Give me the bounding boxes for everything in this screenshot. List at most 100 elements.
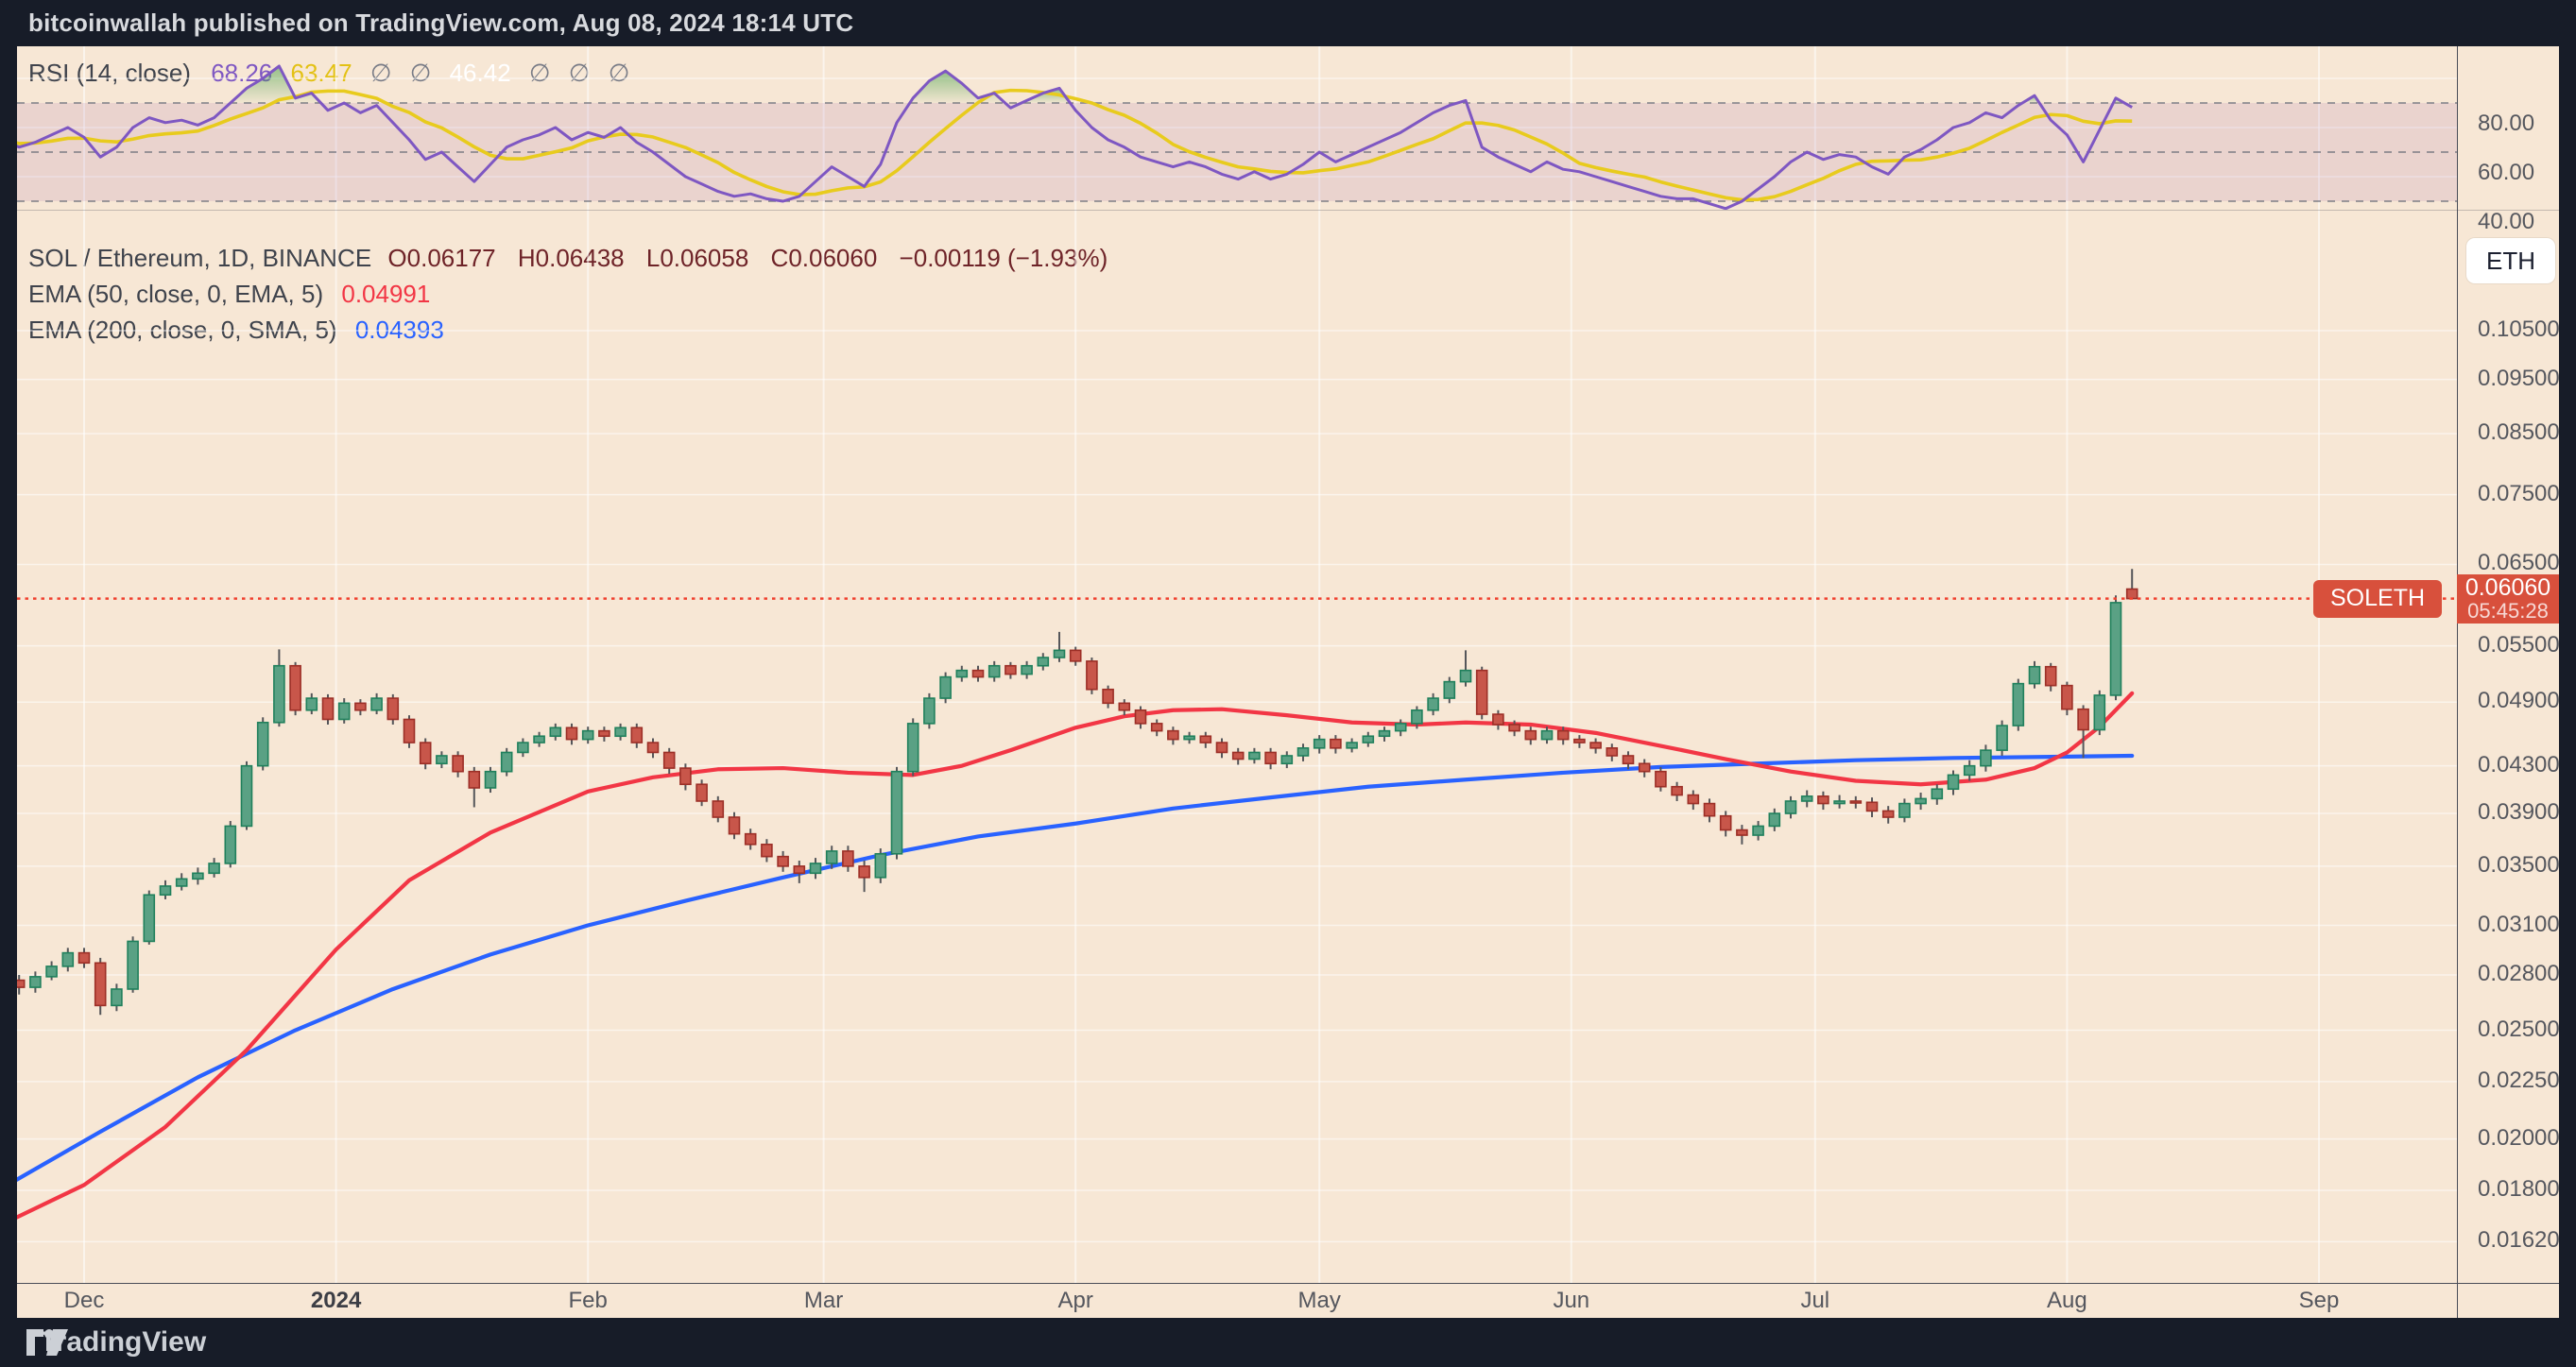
pane-separator[interactable]: [17, 210, 2559, 211]
time-tick-label: May: [1297, 1288, 1341, 1313]
symbol-title: SOL / Ethereum, 1D, BINANCE: [28, 244, 372, 272]
candle: [289, 661, 301, 716]
rsi-empty-value-icon: ∅: [528, 59, 551, 87]
candle: [436, 751, 448, 769]
main-price-pane[interactable]: [17, 210, 2457, 1283]
chart-background: [17, 46, 2559, 1318]
ema50-legend[interactable]: EMA (50, close, 0, EMA, 5) 0.04991: [28, 280, 430, 309]
time-axis[interactable]: Dec 2024 Feb Mar Apr May Jun Jul Aug Sep: [17, 1283, 2457, 1318]
candle: [337, 698, 351, 724]
price-tick-label: 0.04300: [2478, 751, 2560, 777]
price-tick-label: 0.03900: [2478, 799, 2560, 826]
candle: [17, 975, 26, 995]
rsi-legend-title: RSI (14, close): [28, 59, 191, 87]
candle: [1963, 760, 1976, 781]
ema50-label: EMA (50, close, 0, EMA, 5): [28, 280, 324, 308]
price-tick-label: 0.02000: [2478, 1124, 2560, 1151]
price-tick-label: 0.03100: [2478, 911, 2560, 937]
candle: [565, 723, 578, 745]
candle: [143, 890, 156, 945]
candle: [728, 812, 741, 840]
ema50-value: 0.04991: [341, 280, 431, 308]
time-tick-label: Feb: [568, 1288, 608, 1313]
candle: [614, 723, 627, 741]
candle: [744, 829, 757, 850]
rsi-pane[interactable]: [17, 46, 2457, 210]
candle: [1996, 720, 2008, 756]
rsi-empty-value-icon: ∅: [409, 59, 432, 87]
symbol-price-label: SOLETH: [2313, 579, 2443, 618]
rsi-empty-value-icon: ∅: [369, 59, 392, 87]
candle: [484, 766, 497, 794]
candle: [1167, 726, 1179, 745]
candle: [1459, 650, 1472, 687]
tradingview-brand-text[interactable]: TradingView: [40, 1326, 207, 1358]
candle: [1881, 806, 1895, 824]
candle: [1800, 790, 1813, 808]
candle: [939, 672, 952, 704]
candle: [175, 873, 188, 891]
candle: [1817, 791, 1829, 811]
publish-attribution: bitcoinwallah published on TradingView.c…: [28, 9, 854, 37]
publish-header-bar: bitcoinwallah published on TradingView.c…: [0, 0, 2576, 46]
time-tick-label: Sep: [2298, 1288, 2340, 1313]
candle: [77, 948, 91, 968]
candle: [679, 763, 692, 791]
last-price-value: 0.06060: [2464, 573, 2551, 601]
candle: [1231, 747, 1245, 765]
price-tick-label: 0.01620: [2478, 1227, 2560, 1254]
candle: [2109, 595, 2122, 701]
candle: [1492, 709, 1504, 730]
candle: [533, 731, 545, 747]
price-tick-label: 0.01800: [2478, 1176, 2560, 1202]
price-tick-label: 0.10500: [2478, 316, 2560, 342]
candle: [208, 858, 220, 878]
price-axis[interactable]: ETH 0.06060 05:45:28 80.00 60.00 40.00 0.10…: [2457, 46, 2560, 1318]
candle: [1264, 747, 1277, 770]
candle: [1784, 795, 1797, 819]
candle: [1671, 781, 1683, 801]
ema200-label: EMA (200, close, 0, SMA, 5): [28, 316, 337, 344]
candle: [1703, 798, 1716, 823]
price-tick-label: 0.04900: [2478, 688, 2560, 714]
candle: [2125, 569, 2138, 600]
candle: [581, 726, 594, 744]
candle: [1086, 658, 1098, 694]
candle: [1508, 720, 1520, 737]
candle: [825, 846, 838, 869]
time-tick-label: Dec: [63, 1288, 105, 1313]
candle: [94, 957, 107, 1016]
rsi-empty-value-icon: ∅: [608, 59, 630, 87]
candle: [842, 846, 854, 872]
candle: [1102, 685, 1114, 709]
price-tick-label: 0.08500: [2478, 419, 2560, 446]
candle: [29, 971, 42, 993]
candle: [1849, 795, 1863, 809]
price-tick-label: 0.05500: [2478, 631, 2560, 658]
price-tick-label: 0.03500: [2478, 851, 2560, 878]
candle: [111, 983, 123, 1012]
candle: [1443, 676, 1456, 704]
candle: [793, 861, 806, 883]
ema200-legend[interactable]: EMA (200, close, 0, SMA, 5) 0.04393: [28, 316, 444, 345]
candle: [1638, 759, 1651, 777]
currency-toggle-button[interactable]: ETH: [2466, 238, 2555, 283]
candle: [224, 821, 237, 868]
rsi-tick-label: 80.00: [2478, 111, 2535, 136]
last-price-badge: 0.06060 05:45:28: [2457, 573, 2559, 624]
rsi-tick-label: 40.00: [2478, 209, 2535, 234]
candle: [971, 665, 985, 682]
symbol-legend[interactable]: SOL / Ethereum, 1D, BINANCE O0.06177 H0.…: [28, 244, 1123, 273]
candle: [2093, 690, 2106, 736]
candle: [452, 751, 464, 777]
candle: [906, 718, 919, 777]
change-value: −0.00119 (−1.93%): [899, 244, 1108, 272]
candle: [662, 747, 676, 775]
time-tick-label: Jun: [1553, 1288, 1590, 1313]
candle: [321, 693, 335, 725]
price-axis-line: [2457, 46, 2458, 1318]
candle: [1833, 795, 1846, 809]
candle: [696, 779, 708, 807]
rsi-legend[interactable]: RSI (14, close) 68.26 63.47 ∅ ∅ 46.42 ∅ …: [28, 59, 629, 88]
candle: [1915, 793, 1927, 811]
